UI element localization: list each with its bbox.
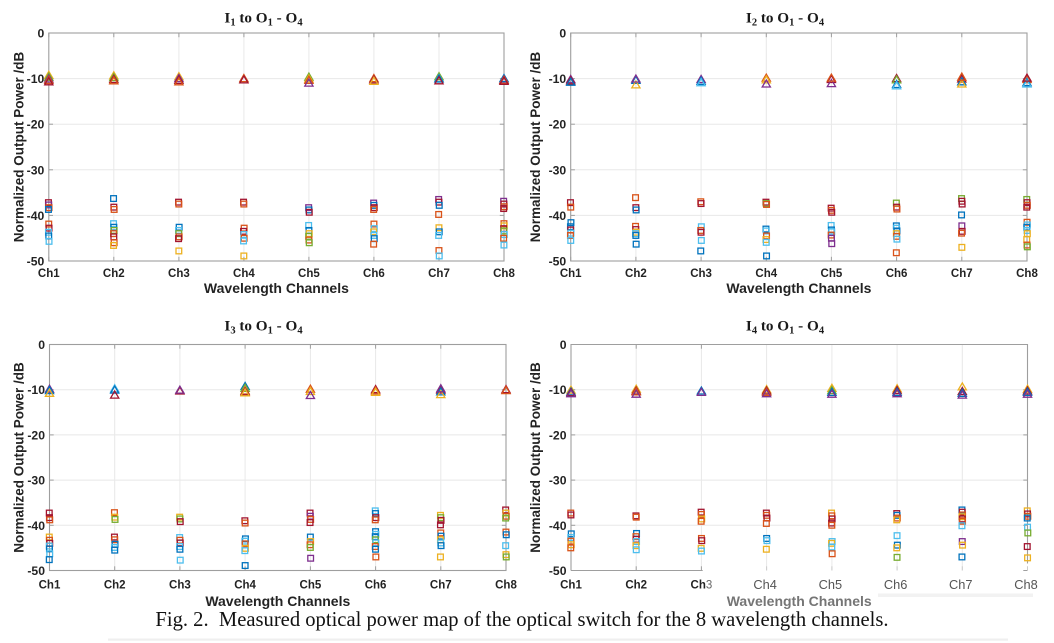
svg-text:Ch7: Ch7 bbox=[430, 579, 452, 591]
svg-text:-10: -10 bbox=[27, 72, 45, 86]
svg-text:-10: -10 bbox=[549, 72, 567, 86]
svg-text:-20: -20 bbox=[549, 428, 567, 442]
svg-text:I4 to O1 - O4: I4 to O1 - O4 bbox=[746, 317, 825, 336]
svg-text:Fig. 2. Measured optical powe: Fig. 2. Measured optical power map of th… bbox=[155, 609, 888, 631]
svg-text:Ch2: Ch2 bbox=[625, 268, 647, 280]
svg-text:Ch1: Ch1 bbox=[560, 268, 582, 280]
svg-text:-30: -30 bbox=[549, 163, 567, 177]
svg-text:-30: -30 bbox=[27, 163, 45, 177]
svg-text:Ch1: Ch1 bbox=[38, 268, 60, 280]
svg-text:Ch4: Ch4 bbox=[753, 577, 776, 592]
svg-text:Ch7: Ch7 bbox=[428, 268, 450, 280]
svg-text:Ch4: Ch4 bbox=[233, 268, 255, 280]
svg-text:-20: -20 bbox=[27, 428, 45, 442]
svg-text:Ch3: Ch3 bbox=[169, 579, 191, 591]
svg-text:Ch1: Ch1 bbox=[39, 579, 61, 591]
svg-text:Ch2: Ch2 bbox=[103, 268, 125, 280]
svg-text:-30: -30 bbox=[27, 474, 45, 488]
svg-text:-20: -20 bbox=[549, 118, 567, 132]
svg-text:Ch7: Ch7 bbox=[949, 577, 972, 592]
svg-text:Ch5: Ch5 bbox=[819, 577, 842, 592]
svg-text:Ch3: Ch3 bbox=[691, 579, 713, 591]
svg-text:Ch8: Ch8 bbox=[495, 579, 517, 591]
svg-text:-10: -10 bbox=[27, 383, 45, 397]
svg-text:-30: -30 bbox=[549, 474, 567, 488]
svg-text:Ch7: Ch7 bbox=[951, 268, 973, 280]
svg-text:Normalized Output Power /dB: Normalized Output Power /dB bbox=[12, 362, 27, 553]
svg-text:I3 to O1 - O4: I3 to O1 - O4 bbox=[224, 317, 303, 336]
svg-text:Ch3: Ch3 bbox=[168, 268, 190, 280]
svg-text:Ch6: Ch6 bbox=[886, 268, 908, 280]
svg-text:-50: -50 bbox=[27, 255, 45, 269]
svg-text:-40: -40 bbox=[27, 519, 45, 533]
svg-text:-50: -50 bbox=[27, 564, 45, 578]
svg-text:-20: -20 bbox=[27, 118, 45, 132]
svg-text:-40: -40 bbox=[27, 209, 45, 223]
svg-text:Ch8: Ch8 bbox=[1016, 268, 1038, 280]
svg-text:Ch2: Ch2 bbox=[625, 579, 647, 591]
svg-text:0: 0 bbox=[560, 338, 567, 352]
svg-text:Ch4: Ch4 bbox=[234, 579, 256, 591]
svg-text:I2 to O1 - O4: I2 to O1 - O4 bbox=[746, 9, 825, 28]
svg-text:0: 0 bbox=[38, 27, 45, 41]
svg-text:Normalized Output Power /dB: Normalized Output Power /dB bbox=[12, 51, 27, 242]
svg-text:Ch1: Ch1 bbox=[560, 579, 582, 591]
svg-text:I1 to O1 - O4: I1 to O1 - O4 bbox=[224, 9, 303, 28]
svg-text:Normalized Output Power /dB: Normalized Output Power /dB bbox=[528, 51, 543, 242]
svg-text:Normalized Output Power /dB: Normalized Output Power /dB bbox=[528, 362, 543, 553]
svg-text:-50: -50 bbox=[549, 564, 567, 578]
svg-text:Ch2: Ch2 bbox=[104, 579, 126, 591]
svg-text:Ch3: Ch3 bbox=[690, 268, 712, 280]
svg-text:Ch8: Ch8 bbox=[493, 268, 515, 280]
svg-text:Wavelength Channels: Wavelength Channels bbox=[726, 280, 871, 296]
svg-text:Ch5: Ch5 bbox=[298, 268, 320, 280]
svg-text:0: 0 bbox=[559, 27, 566, 41]
svg-text:Ch6: Ch6 bbox=[365, 579, 387, 591]
svg-text:Ch6: Ch6 bbox=[884, 577, 907, 592]
svg-text:-50: -50 bbox=[549, 255, 567, 269]
svg-text:-40: -40 bbox=[549, 209, 567, 223]
svg-text:0: 0 bbox=[38, 338, 45, 352]
svg-text:Ch4: Ch4 bbox=[755, 268, 777, 280]
svg-text:-10: -10 bbox=[549, 383, 567, 397]
svg-text:Ch6: Ch6 bbox=[363, 268, 385, 280]
svg-text:-40: -40 bbox=[549, 519, 567, 533]
svg-text:Ch5: Ch5 bbox=[300, 579, 322, 591]
svg-text:Wavelength Channels: Wavelength Channels bbox=[204, 280, 349, 296]
svg-text:Wavelength Channels: Wavelength Channels bbox=[727, 593, 872, 609]
svg-text:Ch8: Ch8 bbox=[1014, 577, 1037, 592]
svg-text:Wavelength Channels: Wavelength Channels bbox=[205, 593, 350, 609]
svg-text:Ch5: Ch5 bbox=[821, 268, 843, 280]
